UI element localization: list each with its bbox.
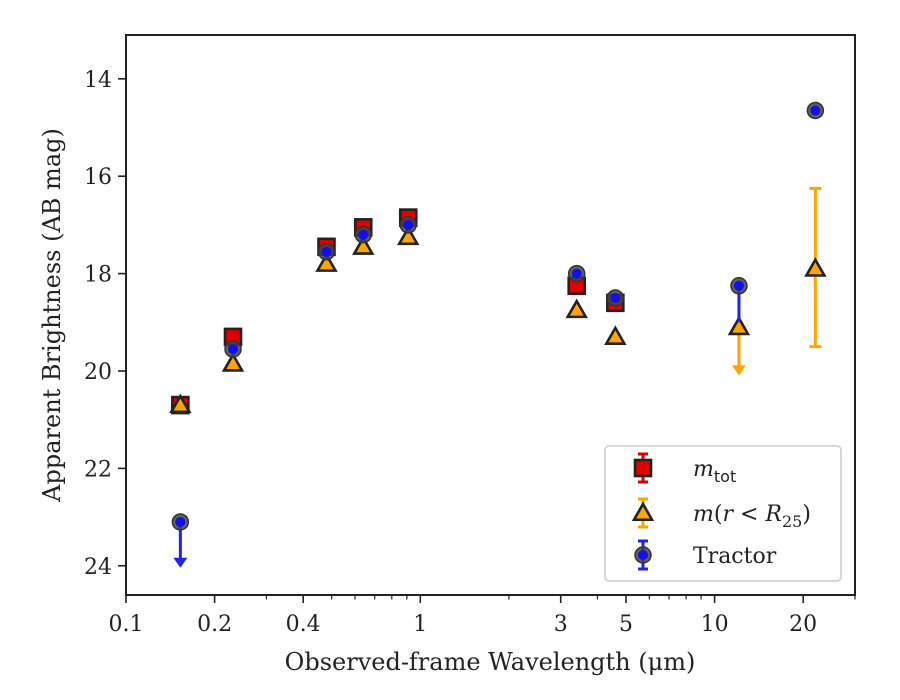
y-axis-label: Apparent Brightness (AB mag) (38, 128, 66, 503)
x-tick-label: 1 (413, 612, 427, 637)
legend-marker-tractor (634, 546, 652, 564)
point-core (403, 219, 414, 230)
axis-ticks: 0.1 0.2 0.4 1 3 5 10 20 14 16 18 20 22 24 (84, 68, 856, 637)
point-mr25 (604, 325, 627, 345)
point-mr25 (565, 298, 588, 319)
point-mr25 (315, 252, 338, 272)
y-tick-label: 22 (84, 457, 112, 482)
point-tractor (317, 242, 336, 261)
point-core (733, 280, 744, 291)
data-marks (169, 101, 827, 568)
series-tractor (171, 101, 825, 568)
point-core (571, 268, 582, 279)
x-tick-label: 0.1 (109, 612, 144, 637)
point-mr25 (804, 257, 827, 277)
x-tick-label: 0.2 (197, 612, 232, 637)
legend: mtot m(r < R25) Tractor (604, 445, 842, 582)
point-core (610, 292, 621, 303)
point-tractor (730, 277, 748, 295)
point-tractor (171, 513, 190, 531)
point-core (638, 550, 648, 560)
x-tick-label: 5 (619, 612, 633, 637)
arrow-head (173, 557, 188, 568)
point-core (175, 516, 186, 527)
series-mr25 (169, 186, 827, 414)
legend-marker-mtot (633, 458, 653, 478)
point-tractor (399, 216, 417, 234)
point-tractor (224, 340, 242, 358)
y-tick-label: 18 (84, 263, 112, 288)
point-mr25 (396, 225, 420, 246)
y-tick-label: 20 (84, 360, 112, 385)
x-axis-label: Observed-frame Wavelength (μm) (285, 648, 696, 676)
point-core (358, 229, 369, 240)
point-tractor (567, 264, 586, 283)
point-tractor (354, 225, 373, 244)
point-core (228, 344, 239, 355)
point-mr25 (221, 352, 245, 372)
point-mr25 (352, 235, 375, 255)
legend-box (604, 445, 842, 582)
y-tick-label: 16 (84, 165, 112, 190)
plot-area (125, 34, 856, 596)
legend-marker-mr25 (631, 501, 655, 522)
x-tick-label: 10 (701, 612, 729, 637)
y-tick-label: 14 (84, 68, 112, 93)
point-core (321, 246, 332, 257)
point-tractor (806, 101, 825, 120)
x-tick-label: 20 (789, 612, 817, 637)
point-tractor (606, 289, 625, 307)
legend-entry-mtot: mtot (633, 452, 736, 486)
point-mr25 (169, 393, 192, 414)
legend-entry-tractor: Tractor (634, 539, 777, 571)
x-tick-label: 3 (554, 612, 568, 637)
legend-label-mr25: m(r < R25) (693, 502, 811, 531)
arrow-head (731, 365, 746, 376)
x-tick-label: 0.4 (286, 612, 321, 637)
series-mtot (171, 208, 625, 415)
point-core (810, 105, 821, 116)
legend-label-mtot: mtot (693, 457, 736, 486)
legend-entry-mr25: m(r < R25) (631, 497, 811, 531)
point-mr25 (727, 315, 751, 336)
y-tick-label: 24 (84, 555, 112, 580)
legend-label-tractor: Tractor (693, 544, 777, 569)
